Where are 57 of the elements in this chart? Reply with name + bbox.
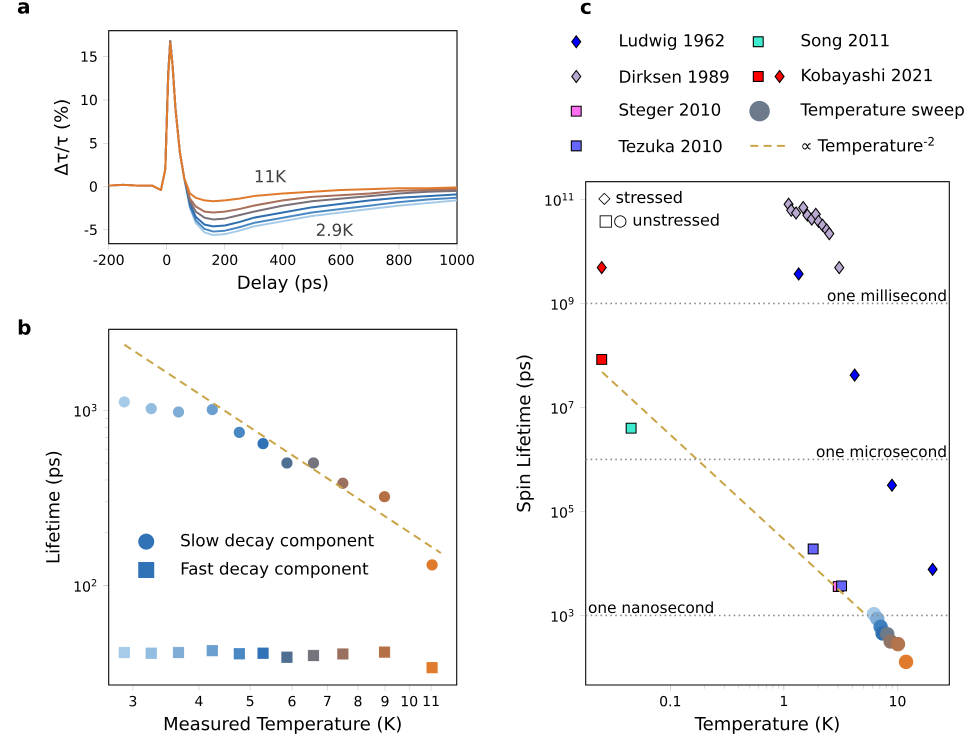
- y-axis-title: Δτ/τ (%): [54, 100, 70, 176]
- legend-label: Kobayashi 2021: [802, 68, 932, 85]
- y-axis-title: Lifetime (ps): [46, 452, 64, 562]
- chart-title: a: [18, 2, 29, 14]
- y-tick-label: 10$^{2}$: [74, 579, 96, 592]
- x-tick-label: 5: [246, 696, 254, 706]
- x-tick-label: 0.1: [660, 696, 680, 706]
- legend-label: Tezuka 2010: [618, 139, 722, 152]
- x-tick-label: 0: [163, 254, 170, 266]
- y-tick-label: 10$^{7}$: [552, 401, 574, 414]
- annotation: □○ unstressed: [600, 213, 719, 228]
- x-tick-label: 3: [130, 696, 136, 706]
- y-tick-label: 10$^{3}$: [74, 404, 96, 417]
- y-axis-title: Spin Lifetime (ps): [516, 356, 534, 512]
- legend-label: Slow decay component: [181, 534, 374, 550]
- x-tick-label: 200: [212, 254, 238, 266]
- x-axis-title: Temperature (K): [694, 716, 839, 734]
- legend-label: Steger 2010: [620, 103, 720, 120]
- x-tick-label: 800: [386, 254, 412, 266]
- y-tick-label: -5: [84, 224, 97, 236]
- x-tick-label: 9: [381, 696, 388, 706]
- legend-label: ∝ Temperature$^{-2}$: [802, 136, 934, 155]
- chart-title: c: [580, 2, 590, 14]
- x-tick-label: 10: [402, 696, 418, 706]
- y-tick-label: 15: [82, 51, 97, 62]
- y-tick-label: 10$^{9}$: [552, 297, 574, 310]
- x-tick-label: -200: [94, 254, 124, 266]
- x-tick-label: 400: [270, 254, 296, 266]
- legend-label: Song 2011: [802, 34, 889, 50]
- x-axis-title: Delay (ps): [238, 275, 328, 293]
- x-tick-label: 7: [324, 696, 331, 706]
- x-tick-label: 8: [354, 696, 362, 706]
- x-tick-label: 6: [288, 696, 296, 706]
- ref-line-label: one millisecond: [828, 289, 946, 302]
- x-tick-label: 1000: [440, 254, 474, 266]
- y-tick-label: 10: [82, 94, 97, 106]
- legend-label: Fast decay component: [182, 562, 368, 578]
- y-tick-label: 5: [90, 138, 97, 148]
- annotation: 11K: [256, 170, 286, 182]
- annotation: ◇ stressed: [598, 190, 682, 205]
- y-tick-label: 10$^{5}$: [552, 505, 574, 518]
- legend-label: Ludwig 1962: [620, 34, 724, 50]
- x-tick-label: 11: [424, 696, 439, 706]
- x-tick-label: 4: [195, 696, 203, 706]
- annotation: 2.9K: [316, 224, 354, 236]
- x-tick-label: 600: [328, 254, 354, 266]
- x-axis-title: Measured Temperature (K): [164, 716, 401, 734]
- chart-title: b: [18, 319, 31, 335]
- ref-line-label: one nanosecond: [588, 601, 713, 614]
- ref-line-label: one microsecond: [816, 445, 946, 458]
- y-tick-label: 10$^{3}$: [552, 609, 574, 622]
- legend-label: Dirksen 1989: [620, 70, 728, 83]
- y-tick-label: 0: [90, 181, 97, 192]
- x-tick-label: 1: [780, 696, 788, 706]
- y-tick-label: 10$^{11}$: [545, 193, 574, 206]
- legend-label: Temperature sweep: [800, 103, 964, 119]
- x-tick-label: 10: [890, 696, 906, 706]
